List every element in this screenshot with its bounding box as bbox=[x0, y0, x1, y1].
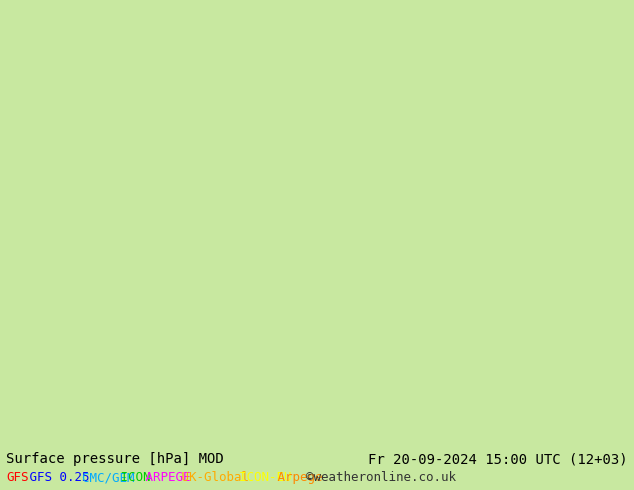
Text: GFS 0.25: GFS 0.25 bbox=[22, 471, 89, 484]
Text: Surface pressure [hPa] MOD: Surface pressure [hPa] MOD bbox=[6, 452, 224, 466]
Text: ©weatheronline.co.uk: ©weatheronline.co.uk bbox=[306, 471, 456, 484]
Text: GFS: GFS bbox=[6, 471, 29, 484]
Text: Fr 20-09-2024 15:00 UTC (12+03): Fr 20-09-2024 15:00 UTC (12+03) bbox=[368, 452, 628, 466]
Text: UK-Global: UK-Global bbox=[174, 471, 249, 484]
Text: CMC/GEM: CMC/GEM bbox=[67, 471, 134, 484]
Text: ICON-EU: ICON-EU bbox=[224, 471, 292, 484]
Text: ARPEGE: ARPEGE bbox=[138, 471, 191, 484]
Text: ICON: ICON bbox=[113, 471, 150, 484]
Text: Arpege: Arpege bbox=[270, 471, 323, 484]
